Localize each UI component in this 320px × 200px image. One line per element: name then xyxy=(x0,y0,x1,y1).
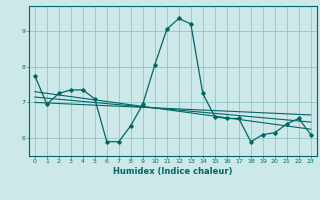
X-axis label: Humidex (Indice chaleur): Humidex (Indice chaleur) xyxy=(113,167,233,176)
